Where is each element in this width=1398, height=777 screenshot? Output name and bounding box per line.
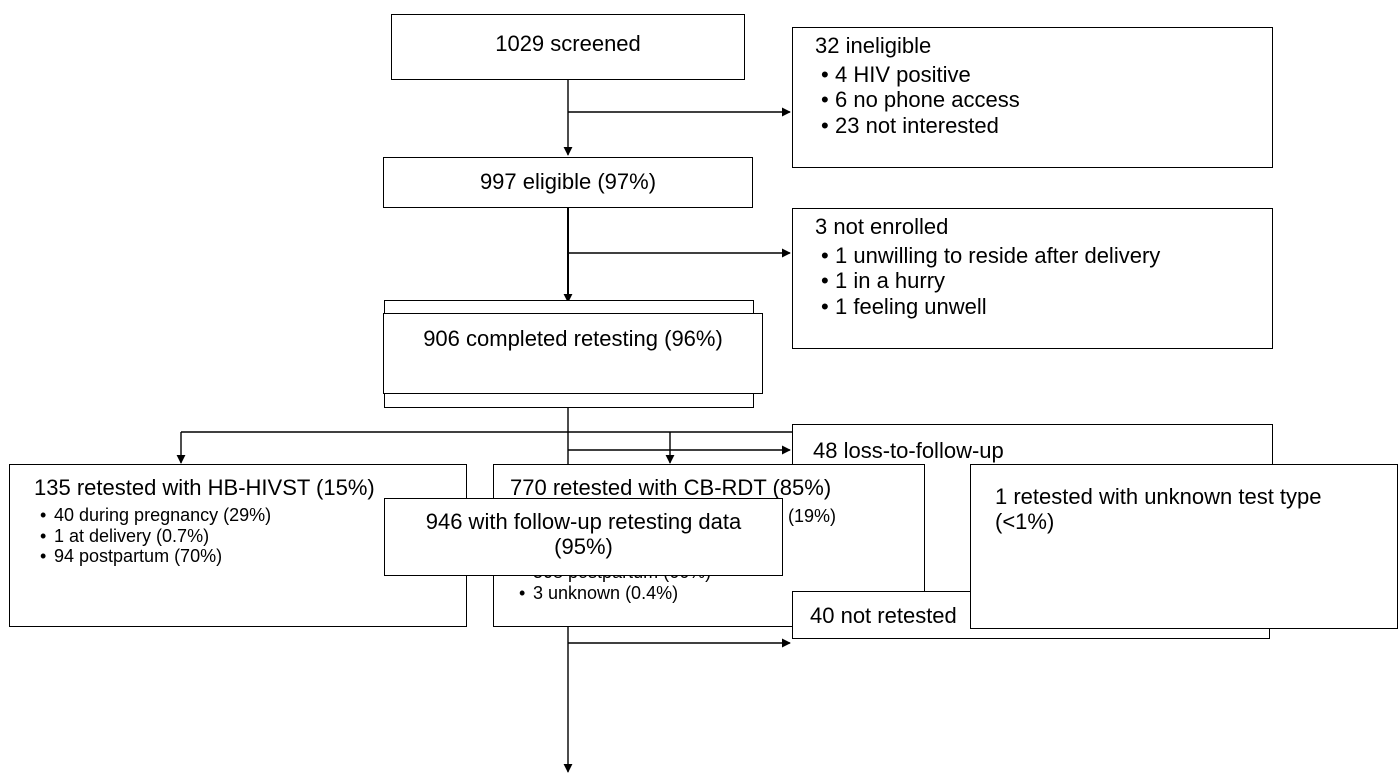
unknown-test-type-label: 1 retested with unknown test type (<1%) — [995, 484, 1322, 535]
not-enrolled-item: 1 feeling unwell — [821, 294, 1160, 319]
loss-follow-up-label: 48 loss-to-follow-up — [813, 438, 1004, 463]
hb-hivst-item: 40 during pregnancy (29%) — [40, 505, 271, 526]
completed-retesting-box: 906 completed retesting (96%) — [383, 313, 763, 394]
follow-up-data-box: 946 with follow-up retesting data (95%) — [384, 498, 783, 576]
hb-hivst-item: 94 postpartum (70%) — [40, 546, 271, 567]
ineligible-list: 4 HIV positive 6 no phone access 23 not … — [821, 62, 1020, 138]
not-retested-label: 40 not retested — [810, 603, 957, 628]
not-enrolled-box: 3 not enrolled 1 unwilling to reside aft… — [792, 208, 1273, 349]
ineligible-box: 32 ineligible 4 HIV positive 6 no phone … — [792, 27, 1273, 168]
follow-up-data-label: 946 with follow-up retesting data (95%) — [425, 509, 742, 560]
eligible-box: 997 eligible (97%) — [383, 157, 753, 208]
not-enrolled-item: 1 unwilling to reside after delivery — [821, 243, 1160, 268]
eligible-label: 997 eligible (97%) — [479, 169, 657, 194]
completed-retesting-label: 906 completed retesting (96%) — [423, 326, 723, 351]
screened-label: 1029 screened — [495, 31, 641, 56]
not-enrolled-title: 3 not enrolled — [815, 214, 949, 239]
hb-hivst-title: 135 retested with HB-HIVST (15%) — [34, 475, 375, 500]
cb-rdt-item: 3 unknown (0.4%) — [519, 583, 711, 604]
cb-rdt-title: 770 retested with CB-RDT (85%) — [510, 475, 832, 500]
not-enrolled-list: 1 unwilling to reside after delivery 1 i… — [821, 243, 1160, 319]
hb-hivst-item: 1 at delivery (0.7%) — [40, 526, 271, 547]
ineligible-item: 23 not interested — [821, 113, 1020, 138]
ineligible-item: 4 HIV positive — [821, 62, 1020, 87]
ineligible-title: 32 ineligible — [815, 33, 932, 58]
not-enrolled-item: 1 in a hurry — [821, 268, 1160, 293]
screened-box: 1029 screened — [391, 14, 745, 80]
ineligible-item: 6 no phone access — [821, 87, 1020, 112]
hb-hivst-list: 40 during pregnancy (29%) 1 at delivery … — [40, 505, 271, 567]
unknown-test-type-box: 1 retested with unknown test type (<1%) — [970, 464, 1398, 629]
